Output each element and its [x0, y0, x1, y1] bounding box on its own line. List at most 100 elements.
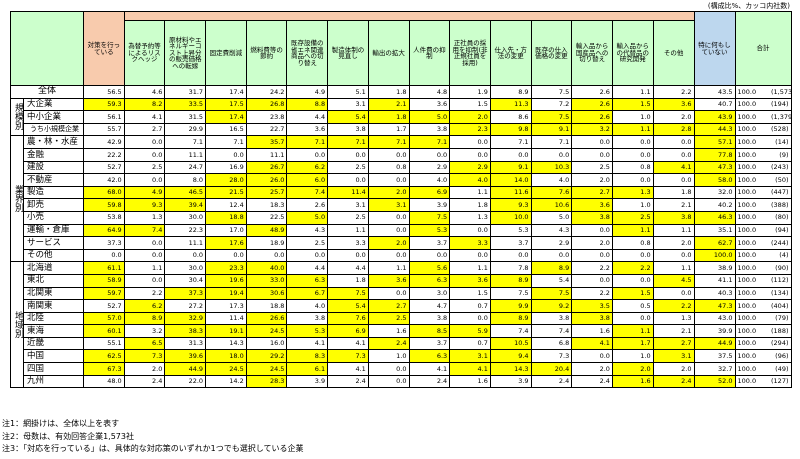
- table-cell: 3.7: [489, 236, 532, 250]
- table-cell: 32.7: [693, 362, 736, 376]
- count-cell: (79): [769, 311, 792, 326]
- table-cell: 40.2: [693, 198, 736, 212]
- table-cell: 8.3: [286, 349, 329, 364]
- table-cell: 2.2: [571, 286, 613, 301]
- table-cell: 7.1: [164, 135, 207, 149]
- table-cell: 8.6: [489, 110, 532, 124]
- table-cell: 8.8: [286, 97, 329, 112]
- count-cell: (404): [769, 299, 792, 313]
- table-cell: 2.9: [530, 236, 573, 250]
- row-label: 小売: [23, 210, 84, 225]
- total-cell: 100.0: [734, 273, 769, 288]
- table-cell: 2.5: [571, 160, 613, 175]
- table-cell: 9.3: [489, 198, 532, 212]
- table-cell: 0.0: [530, 248, 573, 263]
- table-cell: 3.9: [408, 198, 451, 212]
- table-cell: 11.3: [489, 97, 532, 112]
- table-cell: 2.1: [652, 198, 695, 212]
- table-cell: 1.1: [652, 261, 695, 275]
- row-label: 農・林・水産: [23, 135, 84, 149]
- table-cell: 59.8: [83, 198, 125, 212]
- table-cell: 14.0: [489, 173, 532, 187]
- column-header: 原材料やエネルギーコスト上昇分の販売価格への転嫁: [164, 20, 207, 86]
- table-cell: 30.6: [245, 286, 288, 301]
- table-cell: 22.7: [245, 122, 288, 137]
- count-cell: (1,573): [769, 85, 792, 99]
- table-cell: 2.9: [449, 160, 491, 175]
- table-cell: 17.4: [205, 85, 247, 99]
- table-cell: 7.5: [530, 85, 573, 99]
- column-header: 既存設備の省エネ関連商品への切り替え: [286, 20, 329, 86]
- table-cell: 1.0: [611, 110, 654, 124]
- table-cell: 29.2: [245, 349, 288, 364]
- row-label: 建設: [23, 160, 84, 175]
- table-cell: 0.0: [367, 248, 410, 263]
- table-cell: 6.7: [286, 286, 329, 301]
- table-cell: 7.8: [489, 261, 532, 275]
- table-cell: 3.8: [408, 311, 451, 326]
- table-cell: 17.3: [205, 299, 247, 313]
- column-header-nothing: 特に何もしていない: [693, 11, 736, 86]
- table-cell: 0.0: [123, 273, 166, 288]
- table-cell: 2.2: [123, 286, 166, 301]
- table-cell: 0.0: [652, 135, 695, 149]
- table-cell: 9.1: [530, 122, 573, 137]
- table-cell: 5.9: [449, 324, 491, 338]
- count-cell: (447): [769, 185, 792, 200]
- table-cell: 26.8: [245, 97, 288, 112]
- table-cell: 1.5: [611, 97, 654, 112]
- table-cell: 0.0: [571, 135, 613, 149]
- count-cell: (49): [769, 362, 792, 376]
- table-cell: 2.3: [449, 122, 491, 137]
- table-cell: 4.1: [327, 362, 369, 376]
- table-cell: 0.8: [611, 160, 654, 175]
- table-cell: 2.4: [571, 374, 613, 389]
- table-cell: 8.9: [489, 85, 532, 99]
- table-cell: 40.7: [693, 97, 736, 112]
- table-cell: 2.2: [611, 261, 654, 275]
- table-cell: 60.1: [83, 324, 125, 338]
- table-cell: 2.7: [571, 185, 613, 200]
- table-cell: 24.2: [245, 85, 288, 99]
- table-cell: 3.9: [286, 374, 329, 389]
- table-row: その他 0.0 0.0 0.0 0.0 0.0 0.0 0.0 0.0 0.0 0.0 0.0 0.0 0…: [11, 248, 792, 263]
- table-cell: 7.4: [286, 185, 329, 200]
- table-cell: 0.0: [123, 236, 166, 250]
- table-cell: 1.8: [367, 85, 410, 99]
- table-row: 製造 68.0 4.9 46.5 21.5 25.7 7.4 11.4 2.0 6.9 1.1 11.…: [11, 185, 792, 200]
- count-cell: (244): [769, 236, 792, 250]
- total-cell: 100.0: [734, 173, 769, 187]
- table-cell: 0.0: [449, 147, 491, 162]
- table-cell: 1.6: [611, 374, 654, 389]
- table-cell: 17.0: [205, 223, 247, 238]
- table-cell: 7.4: [530, 324, 573, 338]
- table-cell: 2.6: [571, 85, 613, 99]
- table-cell: 0.0: [327, 147, 369, 162]
- table-cell: 33.0: [245, 273, 288, 288]
- table-cell: 18.3: [245, 198, 288, 212]
- column-header: 輸入品から国産品への切り替え: [571, 20, 613, 86]
- table-cell: 6.3: [408, 349, 451, 364]
- table-cell: 2.0: [367, 185, 410, 200]
- table-cell: 58.0: [693, 173, 736, 187]
- row-label: うち小規模企業: [23, 122, 84, 137]
- table-cell: 24.5: [245, 362, 288, 376]
- table-row: うち小規模企業 55.7 2.7 29.9 16.5 22.7 3.6 3.8 1.7 3.8 2.…: [11, 122, 792, 137]
- table-cell: 2.5: [611, 210, 654, 225]
- table-cell: 26.0: [245, 173, 288, 187]
- table-row: 業界別 農・林・水産 42.9 0.0 7.1 7.1 35.7 7.1 7.1 7.1 7.1 0.…: [10, 135, 792, 263]
- row-label: 北関東: [23, 286, 84, 301]
- total-cell: 100.0: [734, 349, 769, 364]
- count-cell: (112): [769, 273, 792, 288]
- table-row: 北陸 57.0 8.9 32.9 11.4 26.6 3.8 7.6 2.5 3.8 0.0 8.9 3…: [11, 311, 792, 326]
- table-cell: 2.0: [571, 362, 613, 376]
- table-row: 運輸・倉庫 64.9 7.4 22.3 17.0 48.9 4.3 1.1 0.0 5.3 0.0 5…: [11, 223, 792, 238]
- table-cell: 48.9: [245, 223, 288, 238]
- table-cell: 3.1: [652, 349, 695, 364]
- row-label: 中小企業: [23, 110, 84, 124]
- table-cell: 4.1: [652, 160, 695, 175]
- table-cell: 16.0: [245, 336, 288, 351]
- table-cell: 12.4: [205, 198, 247, 212]
- table-cell: 3.6: [571, 198, 613, 212]
- table-cell: 0.0: [611, 273, 654, 288]
